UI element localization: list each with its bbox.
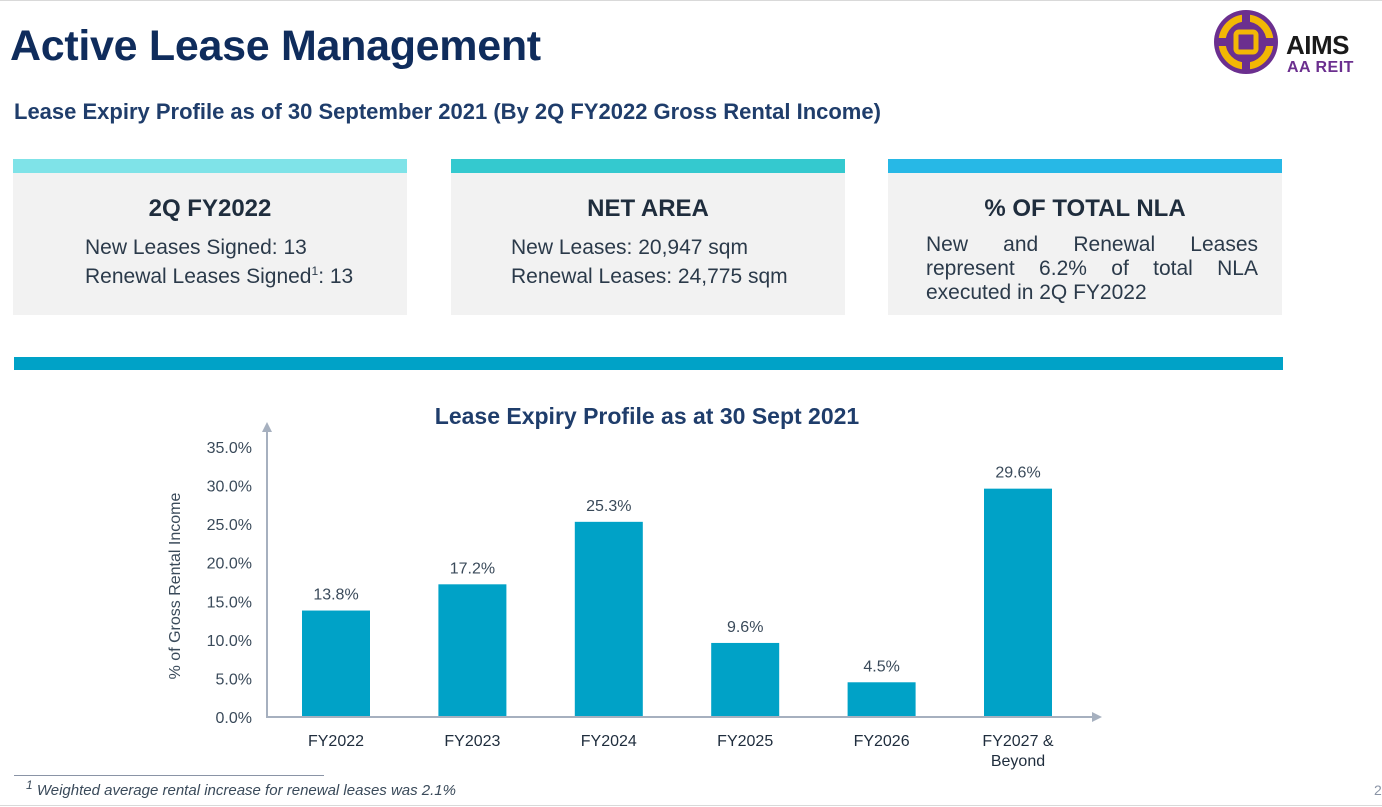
card-accent-bar — [451, 159, 845, 173]
logo-emblem-icon — [1214, 10, 1278, 74]
y-tick-label: 15.0% — [207, 594, 252, 611]
chart-title: Lease Expiry Profile as at 30 Sept 2021 — [435, 403, 860, 429]
bar-fy2023 — [438, 584, 507, 717]
company-logo: AIMS AA REIT — [1214, 8, 1374, 80]
y-axis-label: % of Gross Rental Income — [167, 493, 184, 680]
bottom-border — [0, 805, 1382, 806]
y-tick-label: 5.0% — [216, 671, 252, 688]
card-accent-bar — [13, 159, 407, 173]
card-title: % OF TOTAL NLA — [984, 195, 1186, 222]
data-label: 17.2% — [450, 560, 495, 577]
card-accent-bar — [888, 159, 1282, 173]
section-divider — [14, 357, 1283, 370]
card-title: NET AREA — [587, 195, 709, 222]
page-subtitle: Lease Expiry Profile as of 30 September … — [14, 99, 881, 124]
x-tick-label: FY2025 — [717, 733, 773, 750]
bar-fy2025 — [711, 642, 780, 717]
x-tick-label: Beyond — [991, 753, 1045, 770]
x-tick-label: FY2026 — [854, 733, 910, 750]
bar-fy2026 — [847, 682, 916, 717]
x-tick-label: FY2022 — [308, 733, 364, 750]
page-number: 2 — [1374, 782, 1382, 798]
top-border — [0, 0, 1382, 1]
new-leases-signed: New Leases Signed: 13 — [85, 236, 307, 259]
x-tick-label: FY2024 — [581, 733, 637, 750]
x-axis-arrow-icon — [1092, 712, 1102, 722]
data-label: 9.6% — [727, 619, 763, 636]
lease-expiry-chart: Lease Expiry Profile as at 30 Sept 2021 … — [167, 403, 1102, 770]
bar-fy2024 — [574, 521, 643, 717]
y-tick-label: 30.0% — [207, 479, 252, 496]
card-title: 2Q FY2022 — [148, 195, 272, 222]
new-leases-area: New Leases: 20,947 sqm — [511, 236, 748, 259]
footnote: 1 Weighted average rental increase for r… — [26, 778, 456, 799]
y-tick-label: 10.0% — [207, 633, 252, 650]
card-net-area: NET AREA New Leases: 20,947 sqm Renewal … — [451, 159, 845, 315]
y-tick-label: 25.0% — [207, 517, 252, 534]
data-label: 29.6% — [995, 465, 1040, 482]
logo-subtext: AA REIT — [1287, 59, 1354, 76]
y-tick-label: 20.0% — [207, 556, 252, 573]
bar-fy2027-beyond — [984, 488, 1052, 717]
nla-description: New and Renewal Leases represent 6.2% of… — [926, 233, 1258, 304]
page-title: Active Lease Management — [10, 22, 541, 70]
footnote-rule — [14, 775, 324, 776]
x-tick-label: FY2023 — [444, 733, 500, 750]
renewal-leases-area: Renewal Leases: 24,775 sqm — [511, 265, 788, 288]
y-tick-label: 0.0% — [216, 710, 252, 727]
data-label: 4.5% — [863, 658, 899, 675]
data-label: 13.8% — [313, 587, 358, 604]
y-axis-arrow-icon — [262, 422, 272, 432]
x-tick-label: FY2027 & — [982, 733, 1053, 750]
data-label: 25.3% — [586, 498, 631, 515]
y-tick-label: 35.0% — [207, 440, 252, 457]
logo-wordmark: AIMS — [1286, 30, 1350, 60]
card-quarter-leases: 2Q FY2022 New Leases Signed: 13 Renewal … — [13, 159, 407, 315]
card-total-nla: % OF TOTAL NLA New and Renewal Leases re… — [888, 159, 1282, 315]
renewal-leases-signed: Renewal Leases Signed1: 13 — [85, 264, 354, 288]
bar-fy2022 — [302, 610, 370, 717]
